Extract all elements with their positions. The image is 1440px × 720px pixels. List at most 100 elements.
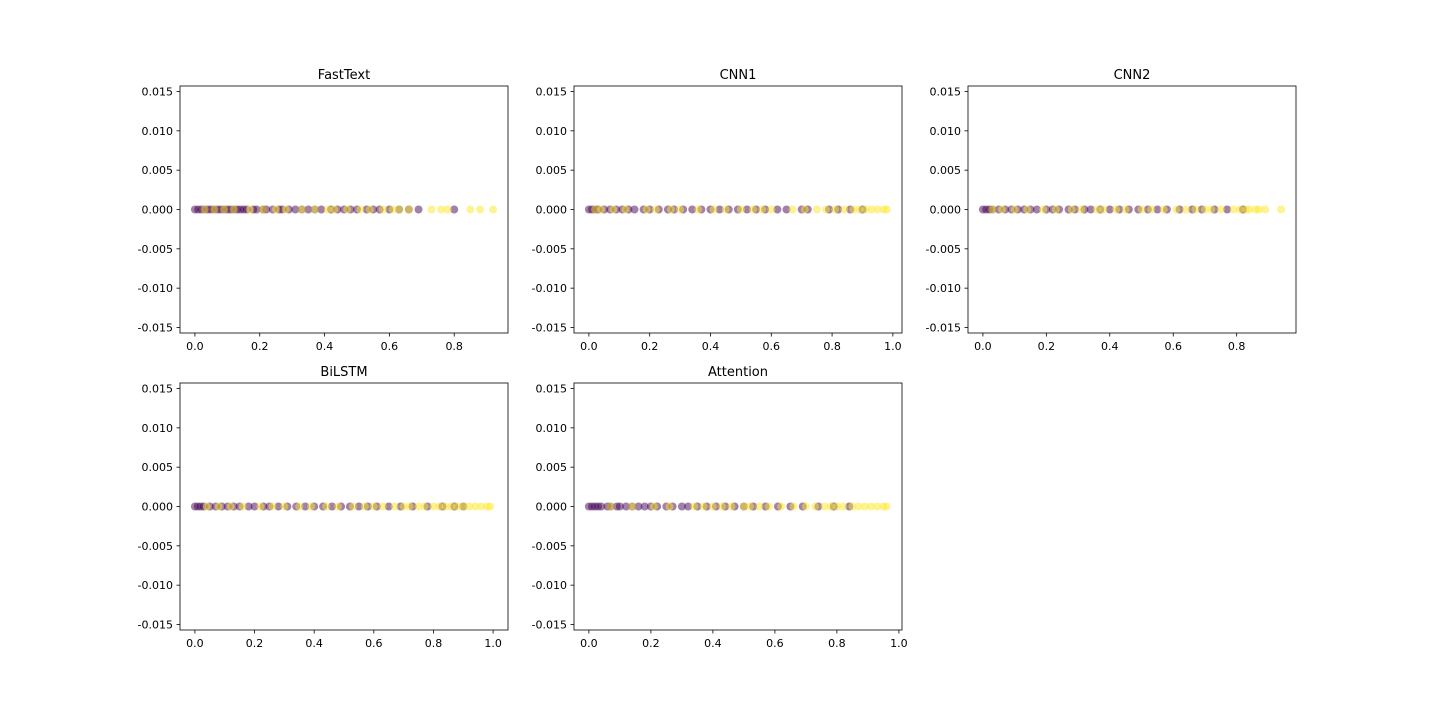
chart-title: Attention xyxy=(708,365,768,380)
scatter-point xyxy=(840,205,849,214)
scatter-point xyxy=(429,502,438,511)
scatter-point xyxy=(1216,205,1225,214)
scatter-point xyxy=(640,502,649,511)
scatter-point xyxy=(855,205,864,214)
scatter-point xyxy=(606,502,615,511)
scatter-point xyxy=(1067,205,1076,214)
scatter-point xyxy=(873,205,882,214)
chart-panel-3: 0.015 0.010 0.005 0.000 -0.005 -0.010 -0.015 0.… xyxy=(138,365,509,650)
scatter-point xyxy=(271,205,280,214)
scatter-point xyxy=(297,205,306,214)
marker-group xyxy=(978,205,1286,214)
scatter-point xyxy=(310,205,319,214)
y-tick-label: 0.015 xyxy=(142,86,174,99)
scatter-point xyxy=(839,502,848,511)
scatter-point xyxy=(330,205,339,214)
x-tick-label: 0.8 xyxy=(823,340,841,353)
scatter-point xyxy=(621,205,630,214)
y-tick-label: 0.005 xyxy=(930,164,962,177)
scatter-point xyxy=(1147,205,1156,214)
scatter-point xyxy=(1277,205,1286,214)
scatter-point xyxy=(252,205,261,214)
chart-panel-4: 0.015 0.010 0.005 0.000 -0.005 -0.010 -0.015 0.… xyxy=(532,365,908,650)
scatter-point xyxy=(390,502,399,511)
y-tick-label: 0.010 xyxy=(142,125,174,138)
scatter-point xyxy=(453,502,462,511)
y-tick-label: -0.010 xyxy=(926,282,961,295)
scatter-point xyxy=(820,502,829,511)
scatter-point xyxy=(200,205,209,214)
scatter-point xyxy=(715,205,724,214)
scatter-point xyxy=(749,205,758,214)
scatter-point xyxy=(489,205,498,214)
y-tick-label: -0.005 xyxy=(532,540,567,553)
x-tick-label: 0.2 xyxy=(246,637,264,650)
scatter-point xyxy=(721,205,730,214)
scatter-point xyxy=(860,502,869,511)
scatter-point xyxy=(665,502,674,511)
scatter-point xyxy=(1235,205,1244,214)
x-tick-label: 0.6 xyxy=(1164,340,1182,353)
scatter-point xyxy=(281,205,290,214)
x-tick-label: 0.6 xyxy=(381,340,399,353)
scatter-point xyxy=(736,205,745,214)
scatter-point xyxy=(354,502,363,511)
x-tick-label: 0.6 xyxy=(763,340,781,353)
scatter-point xyxy=(826,502,835,511)
scatter-point xyxy=(384,502,393,511)
scatter-point xyxy=(210,205,219,214)
y-tick-label: -0.015 xyxy=(138,618,173,631)
chart-title: CNN1 xyxy=(720,68,757,83)
scatter-point xyxy=(832,502,841,511)
scatter-point xyxy=(246,205,255,214)
scatter-point xyxy=(628,502,637,511)
x-tick-label: 0.4 xyxy=(704,637,722,650)
scatter-point xyxy=(307,502,316,511)
scatter-point xyxy=(378,502,387,511)
scatter-point xyxy=(291,205,300,214)
scatter-point xyxy=(777,502,786,511)
x-tick-label: 1.0 xyxy=(484,637,502,650)
y-tick-label: 0.015 xyxy=(930,86,962,99)
y-tick-label: 0.000 xyxy=(930,204,962,217)
scatter-point xyxy=(773,205,782,214)
scatter-point xyxy=(1254,205,1263,214)
y-tick-label: -0.010 xyxy=(138,579,173,592)
scatter-point xyxy=(437,205,446,214)
x-tick-label: 0.8 xyxy=(425,637,443,650)
scatter-point xyxy=(709,205,718,214)
scatter-point xyxy=(443,205,452,214)
scatter-point xyxy=(328,502,337,511)
scatter-point xyxy=(690,502,699,511)
scatter-point xyxy=(1105,205,1114,214)
scatter-point xyxy=(323,205,332,214)
y-tick-label: -0.005 xyxy=(926,243,961,256)
scatter-point xyxy=(304,205,313,214)
scatter-point xyxy=(997,205,1006,214)
x-tick-label: 0.0 xyxy=(186,637,204,650)
scatter-point xyxy=(220,205,229,214)
scatter-point xyxy=(867,502,875,511)
scatter-point xyxy=(466,205,475,214)
scatter-point xyxy=(1093,205,1102,214)
scatter-point xyxy=(739,502,748,511)
y-tick-label: 0.015 xyxy=(536,383,568,396)
scatter-point xyxy=(378,205,387,214)
y-tick-label: 0.010 xyxy=(142,422,174,435)
scatter-point xyxy=(1051,205,1060,214)
scatter-point xyxy=(801,502,810,511)
scatter-point xyxy=(651,205,660,214)
scatter-point xyxy=(1039,205,1048,214)
scatter-point xyxy=(867,205,876,214)
y-tick-label: -0.005 xyxy=(532,243,567,256)
scatter-point xyxy=(800,205,809,214)
scatter-point xyxy=(694,205,703,214)
y-tick-label: 0.005 xyxy=(142,461,174,474)
scatter-point xyxy=(597,502,606,511)
scatter-point xyxy=(688,205,697,214)
x-tick-label: 0.8 xyxy=(828,637,846,650)
y-tick-label: -0.015 xyxy=(532,618,567,631)
x-tick-label: 0.2 xyxy=(641,340,659,353)
y-tick-label: 0.015 xyxy=(142,383,174,396)
y-tick-label: -0.015 xyxy=(138,321,173,334)
